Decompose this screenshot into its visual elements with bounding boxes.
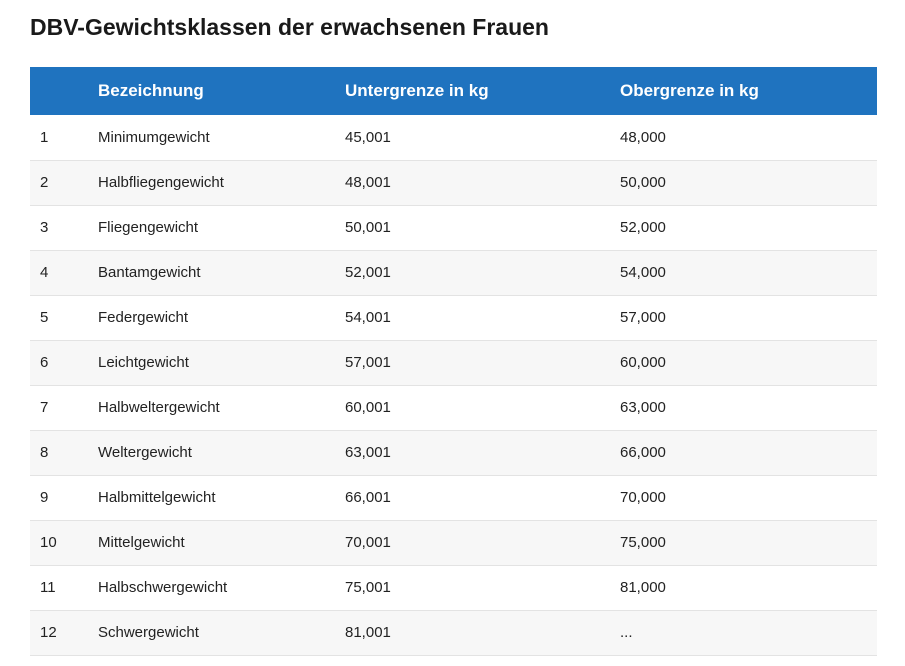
- cell-lower: 66,001: [345, 489, 391, 506]
- cell-name: Fliegengewicht: [98, 219, 199, 236]
- table-row: 9 Halbmittelgewicht 66,001 70,000: [30, 475, 877, 520]
- cell-number: 12: [40, 624, 57, 641]
- cell-name: Weltergewicht: [98, 444, 192, 461]
- cell-number: 11: [40, 579, 56, 596]
- cell-lower: 63,001: [345, 444, 391, 461]
- cell-upper: ...: [620, 624, 633, 641]
- cell-name: Halbweltergewicht: [98, 399, 220, 416]
- page-title: DBV-Gewichtsklassen der erwachsenen Frau…: [30, 14, 549, 40]
- table-row: 3 Fliegengewicht 50,001 52,000: [30, 205, 877, 250]
- cell-number: 3: [40, 219, 49, 236]
- cell-number: 2: [40, 174, 49, 191]
- cell-number: 9: [40, 489, 49, 506]
- cell-name: Minimumgewicht: [98, 128, 210, 146]
- cell-name: Bantamgewicht: [98, 264, 201, 281]
- cell-lower: 60,001: [345, 399, 391, 416]
- cell-name: Schwergewicht: [98, 624, 199, 641]
- table-header-row: Bezeichnung Untergrenze in kg Obergrenze…: [30, 67, 877, 115]
- table-row: 8 Weltergewicht 63,001 66,000: [30, 430, 877, 475]
- cell-name: Halbschwergewicht: [98, 579, 228, 596]
- cell-number: 8: [40, 444, 49, 461]
- header-untergrenze: Untergrenze in kg: [345, 81, 489, 100]
- table-row: 12 Schwergewicht 81,001 ...: [30, 610, 877, 655]
- cell-upper: 50,000: [620, 174, 666, 191]
- cell-name: Leichtgewicht: [98, 354, 189, 371]
- header-bezeichnung: Bezeichnung: [98, 81, 204, 100]
- cell-number: 5: [40, 309, 49, 326]
- cell-name: Mittelgewicht: [98, 534, 185, 551]
- cell-name: Federgewicht: [98, 309, 189, 326]
- cell-upper: 75,000: [620, 534, 666, 551]
- header-obergrenze: Obergrenze in kg: [620, 81, 759, 100]
- cell-number: 7: [40, 399, 49, 416]
- cell-upper: 48,000: [620, 128, 666, 146]
- table-row: 6 Leichtgewicht 57,001 60,000: [30, 340, 877, 385]
- cell-lower: 50,001: [345, 219, 391, 236]
- cell-lower: 52,001: [345, 264, 391, 281]
- cell-number: 10: [40, 534, 57, 551]
- cell-upper: 70,000: [620, 489, 666, 506]
- cell-lower: 45,001: [345, 128, 391, 146]
- cell-lower: 54,001: [345, 309, 391, 326]
- cell-number: 1: [40, 128, 49, 146]
- cell-upper: 52,000: [620, 219, 666, 236]
- cell-upper: 66,000: [620, 444, 666, 461]
- cell-lower: 57,001: [345, 354, 391, 371]
- cell-upper: 63,000: [620, 399, 666, 416]
- cell-lower: 48,001: [345, 174, 391, 191]
- weight-classes-table: Bezeichnung Untergrenze in kg Obergrenze…: [30, 67, 877, 656]
- cell-name: Halbfliegengewicht: [98, 174, 224, 191]
- table-row: 7 Halbweltergewicht 60,001 63,000: [30, 385, 877, 430]
- cell-upper: 60,000: [620, 354, 666, 371]
- cell-upper: 81,000: [620, 579, 666, 596]
- table-row: 10 Mittelgewicht 70,001 75,000: [30, 520, 877, 565]
- header-number: [30, 67, 98, 115]
- cell-lower: 75,001: [345, 579, 391, 596]
- cell-number: 4: [40, 264, 49, 281]
- cell-number: 6: [40, 354, 49, 371]
- cell-name: Halbmittelgewicht: [98, 489, 216, 506]
- table-row: 4 Bantamgewicht 52,001 54,000: [30, 250, 877, 295]
- cell-lower: 70,001: [345, 534, 391, 551]
- cell-upper: 54,000: [620, 264, 666, 281]
- cell-lower: 81,001: [345, 624, 391, 641]
- table-row: 1 Minimumgewicht 45,001 48,000: [30, 115, 877, 160]
- cell-upper: 57,000: [620, 309, 666, 326]
- table-row: 11 Halbschwergewicht 75,001 81,000: [30, 565, 877, 610]
- table-row: 2 Halbfliegengewicht 48,001 50,000: [30, 160, 877, 205]
- table-row: 5 Federgewicht 54,001 57,000: [30, 295, 877, 340]
